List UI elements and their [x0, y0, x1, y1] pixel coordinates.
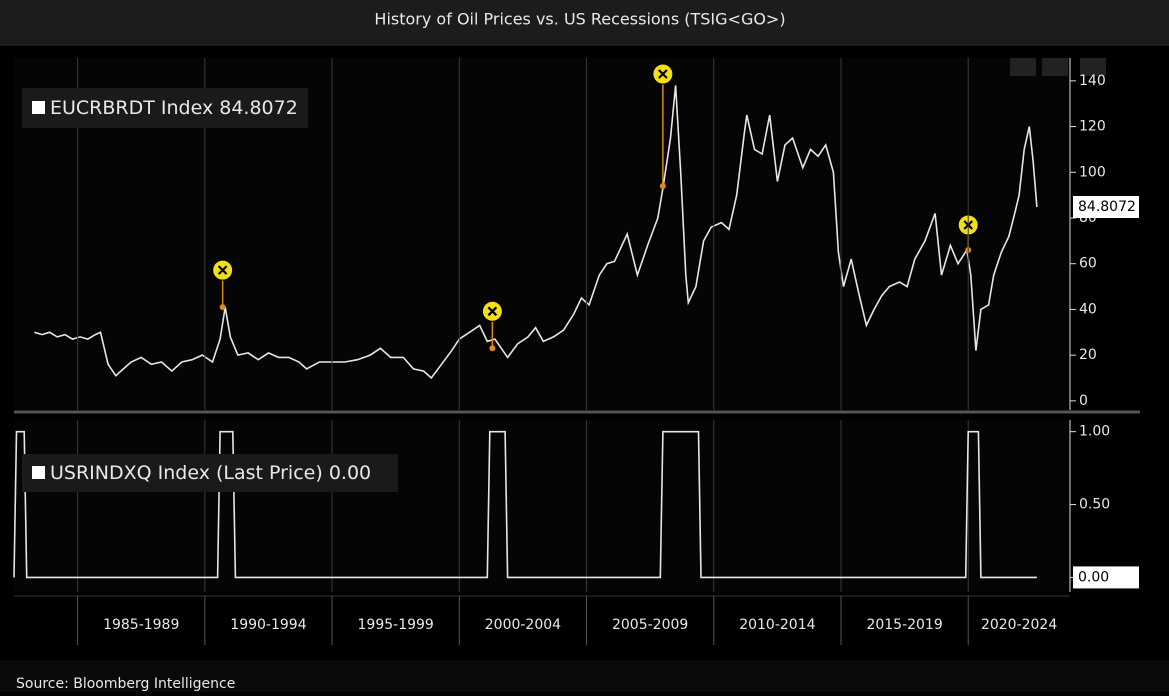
- tool-button[interactable]: [1010, 58, 1036, 76]
- x-tick-label: 1995-1999: [358, 617, 434, 633]
- y-tick-label: 120: [1079, 119, 1106, 135]
- event-point: [219, 304, 226, 311]
- last-value-label: 84.8072: [1078, 199, 1136, 215]
- legend-name: EUCRBRDT Index: [50, 97, 213, 119]
- legend-swatch: [32, 466, 45, 479]
- legend-name: USRINDXQ Index (Last Price): [50, 462, 323, 484]
- event-icon: [487, 306, 498, 317]
- x-tick-label: 1990-1994: [230, 617, 306, 633]
- data-line: [34, 85, 1038, 380]
- last-value-label: 0.00: [1078, 569, 1109, 585]
- x-tick-label: 2010-2014: [739, 617, 815, 633]
- event-icon: [217, 265, 228, 275]
- y-tick-label: 20: [1079, 347, 1097, 363]
- tool-button[interactable]: [1080, 58, 1106, 76]
- y-tick-label: 60: [1079, 256, 1097, 272]
- legend-label: USRINDXQ Index (Last Price) 0.00: [50, 462, 371, 484]
- legend-box: [22, 88, 308, 128]
- title-bar: [0, 0, 1169, 46]
- legend-label: EUCRBRDT Index 84.8072: [50, 97, 298, 119]
- y-tick-label: 0: [1079, 393, 1088, 409]
- y-tick-label: 0.50: [1079, 497, 1110, 513]
- y-tick-label: 140: [1079, 73, 1106, 89]
- y-tick-label: 40: [1079, 301, 1097, 317]
- source: Source: Bloomberg Intelligence: [16, 676, 235, 692]
- last-value-tag: [1073, 196, 1139, 219]
- y-tick-label: 1.00: [1079, 424, 1110, 440]
- last-value-tag: [1073, 566, 1139, 589]
- data-line: [13, 430, 1037, 579]
- toolbar[interactable]: [1010, 58, 1106, 76]
- footer: [0, 660, 1169, 692]
- legend-swatch: [32, 101, 45, 114]
- tool-button[interactable]: [1042, 58, 1068, 76]
- x-tick-label: 2000-2004: [485, 617, 561, 633]
- y-tick-label: 100: [1079, 164, 1106, 180]
- legend-value: 84.8072: [219, 97, 298, 119]
- x-tick-label: 2020-2024: [981, 617, 1057, 633]
- event-icon: [658, 69, 668, 79]
- plot-area: [14, 420, 1070, 592]
- x-tick-label: 1985-1989: [103, 617, 179, 633]
- event-point: [659, 183, 666, 189]
- chart-title: History of Oil Prices vs. US Recessions …: [374, 10, 785, 29]
- event-point: [489, 345, 496, 352]
- legend-value: 0.00: [329, 462, 371, 484]
- x-tick-label: 2005-2009: [612, 617, 688, 633]
- legend-box: [22, 454, 398, 492]
- x-tick-label: 2015-2019: [866, 617, 942, 633]
